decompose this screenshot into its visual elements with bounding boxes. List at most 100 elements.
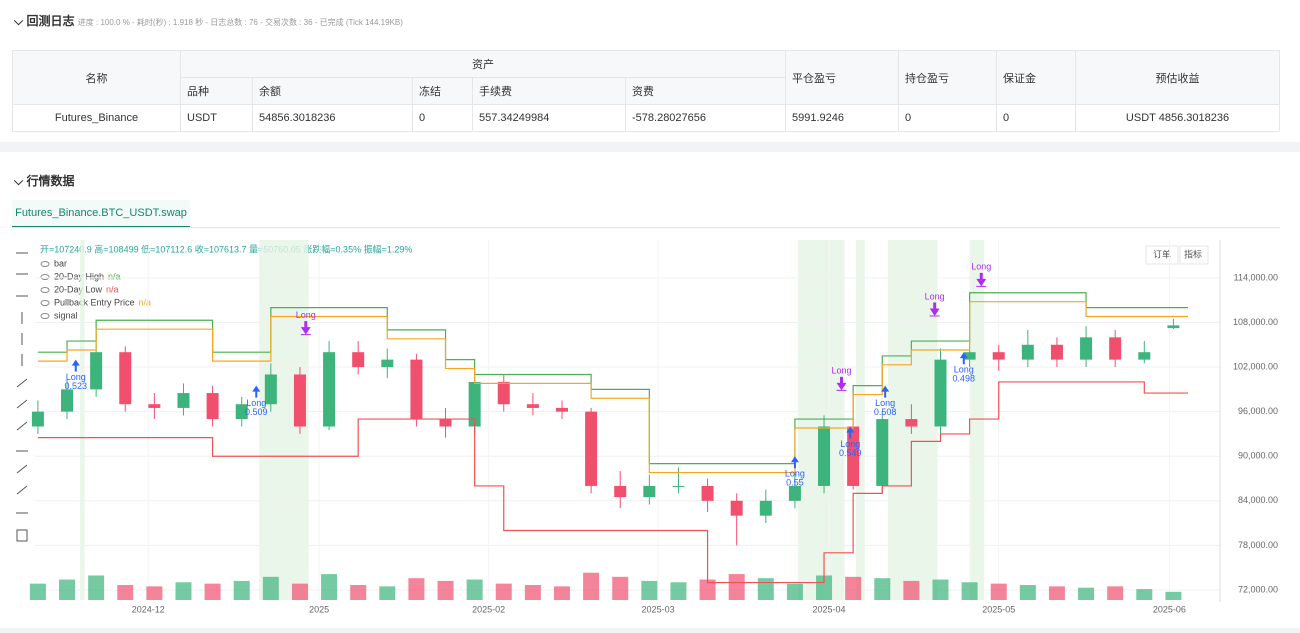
candle-body [1021, 344, 1034, 360]
volume-bar [903, 580, 920, 600]
line-series [37, 381, 1188, 584]
x-tick-label: 2025-05 [982, 604, 1015, 614]
td: USDT [180, 104, 253, 132]
volume-bar [437, 580, 454, 600]
volume-bar [583, 572, 600, 600]
y-tick-label: 114,000.00 [1234, 272, 1278, 282]
legend-label: signal [54, 310, 78, 320]
candle-body [497, 381, 510, 405]
legend-eye [40, 274, 50, 280]
candle-body [555, 407, 568, 412]
entry-qty: 0.509 [245, 407, 268, 417]
volume-bar [379, 586, 396, 600]
signal-zone [969, 240, 985, 600]
volume-bar [932, 579, 949, 600]
candle-body [177, 393, 190, 408]
volume-bar [524, 585, 541, 600]
entry-label: Long [246, 398, 266, 408]
entry-arrow [846, 426, 855, 439]
volume-bar [757, 578, 774, 600]
volume-bar [641, 580, 658, 600]
volume-bar [408, 578, 425, 600]
th: 平仓盈亏 [785, 50, 899, 105]
candle-body [235, 404, 248, 420]
td: 557.34249984 [472, 104, 626, 132]
candle-body [905, 419, 918, 427]
signal-zone [856, 240, 865, 600]
y-tick-label: 96,000.00 [1238, 406, 1278, 416]
candle-body [410, 359, 423, 420]
candle-body [701, 485, 714, 501]
volume-bar [961, 582, 978, 600]
candle-body [585, 411, 598, 486]
th: 名称 [12, 50, 181, 105]
legend-value: n/a [139, 297, 152, 307]
legend-label: 20-Day Low [54, 284, 103, 294]
candle-body [439, 419, 452, 427]
volume-bar [874, 578, 891, 600]
candle-body [293, 374, 306, 427]
y-tick-label: 84,000.00 [1238, 495, 1278, 505]
log-section: ⌵ 回测日志 进度 : 100.0 % - 耗时(秒) : 1.918 秒 - … [0, 0, 1300, 142]
td: 54856.3018236 [252, 104, 413, 132]
line-series [37, 292, 1188, 465]
th: 冻结 [412, 77, 473, 105]
asset-table: 名称 资产 平仓盈亏 持仓盈亏 保证金 预估收益 品种 余额 冻结 手续费 资费 Futures_… [12, 50, 1280, 132]
volume-bar [29, 583, 46, 600]
button[interactable] [1145, 245, 1179, 265]
button-label[interactable]: 指标 [1184, 248, 1202, 259]
y-tick-label: 78,000.00 [1238, 540, 1278, 550]
volume-bar [175, 582, 192, 600]
volume-bar [1078, 587, 1095, 600]
candle-body [614, 485, 627, 498]
candle-body [788, 485, 801, 501]
signal-zone [80, 240, 85, 600]
x-tick-label: 2025-02 [472, 604, 505, 614]
candle-body [526, 404, 539, 408]
entry-qty: 0.549 [839, 448, 862, 458]
td: 0 [996, 104, 1076, 132]
entry-label: Long [785, 469, 805, 479]
y-tick-label: 108,000.00 [1233, 317, 1278, 327]
entry-qty: 0.523 [64, 381, 87, 391]
button-label[interactable]: 订单 [1153, 248, 1171, 259]
volume-bar [728, 574, 745, 600]
candle-body [847, 426, 860, 486]
volume-bar [262, 576, 279, 600]
log-header: ⌵ 回测日志 进度 : 100.0 % - 耗时(秒) : 1.918 秒 - … [14, 14, 403, 28]
volume-bar [59, 579, 76, 600]
entry-qty: 0.55 [786, 478, 804, 488]
candle-body [31, 411, 44, 427]
x-tick-label: 2025-06 [1153, 604, 1186, 614]
entry-label: Long [840, 439, 860, 449]
exit-arrow [929, 302, 940, 317]
td: Futures_Binance [12, 104, 181, 132]
volume-bar [321, 574, 338, 600]
volume-bar [291, 583, 308, 600]
candle-body [1167, 325, 1180, 329]
entry-arrow [252, 385, 261, 398]
volume-bar [117, 585, 134, 600]
volume-bar [495, 583, 512, 600]
volume-bar [1136, 589, 1153, 600]
legend-eye [40, 261, 50, 267]
log-title: 回测日志 [26, 14, 75, 28]
volume-bar [350, 585, 367, 600]
candle-body [1109, 337, 1122, 360]
entry-label: Long [875, 398, 895, 408]
market-header: ⌵ 行情数据 [14, 174, 75, 188]
candle-body [264, 374, 277, 405]
volume-bar [204, 583, 221, 600]
td: 0 [412, 104, 473, 132]
th: 手续费 [472, 77, 626, 105]
th: 余额 [252, 77, 413, 105]
x-tick-label: 2025-04 [812, 604, 845, 614]
legend-value: n/a [108, 271, 121, 281]
candle-body [934, 359, 947, 427]
legend-eye [40, 313, 50, 319]
entry-label: Long [66, 372, 86, 382]
volume-bar [816, 575, 833, 600]
button[interactable] [1179, 245, 1209, 265]
